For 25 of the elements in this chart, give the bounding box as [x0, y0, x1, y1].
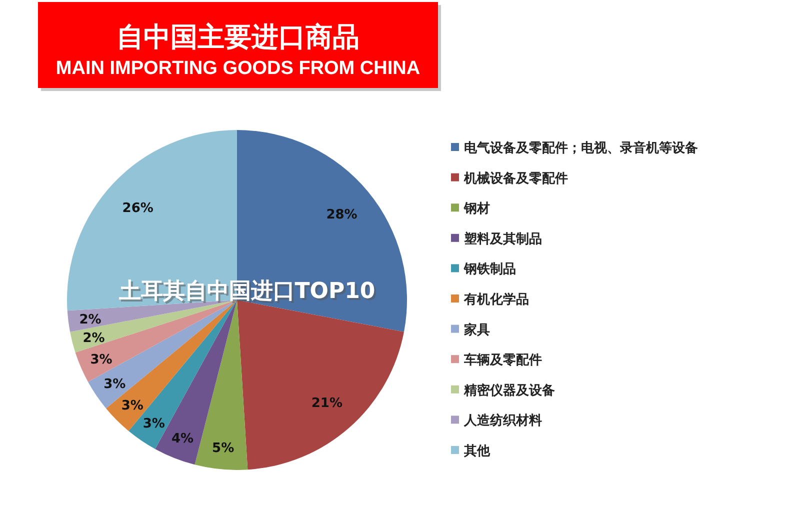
- legend-label: 塑料及其制品: [463, 230, 542, 247]
- data-label: 2%: [82, 330, 105, 346]
- data-label: 2%: [79, 312, 102, 328]
- legend-label: 机械设备及零配件: [463, 171, 568, 186]
- legend-label: 精密仪器及设备: [463, 382, 555, 398]
- text: 土耳其自中国进口TOP10: [120, 281, 378, 306]
- data-label: 28%: [326, 207, 358, 222]
- legend-label: 电气设备及零配件；电视、录音机等设备: [464, 140, 698, 156]
- data-label: 3%: [142, 416, 165, 432]
- data-label: 3%: [90, 352, 112, 368]
- legend-label: 钢材: [463, 202, 490, 217]
- legend-label: 家具: [463, 322, 490, 338]
- legend-label: 钢铁制品: [463, 262, 516, 278]
- legend-label: 车辆及零配件: [463, 352, 542, 368]
- data-label: 21%: [311, 396, 342, 412]
- data-label: 26%: [122, 200, 154, 216]
- data-label: 3%: [104, 377, 126, 392]
- data-label: 3%: [121, 398, 144, 414]
- data-label: 4%: [172, 432, 194, 447]
- legend-label: 人造纺织材料: [463, 412, 542, 429]
- legend-label: 有机化学品: [463, 292, 529, 308]
- chart-title: 自中国主要进口商品: [116, 22, 360, 53]
- data-label: 5%: [212, 441, 234, 456]
- legend-label: 其他: [463, 444, 491, 459]
- chart-subtitle: MAIN IMPORTING GOODS FROM CHINA: [56, 58, 420, 79]
